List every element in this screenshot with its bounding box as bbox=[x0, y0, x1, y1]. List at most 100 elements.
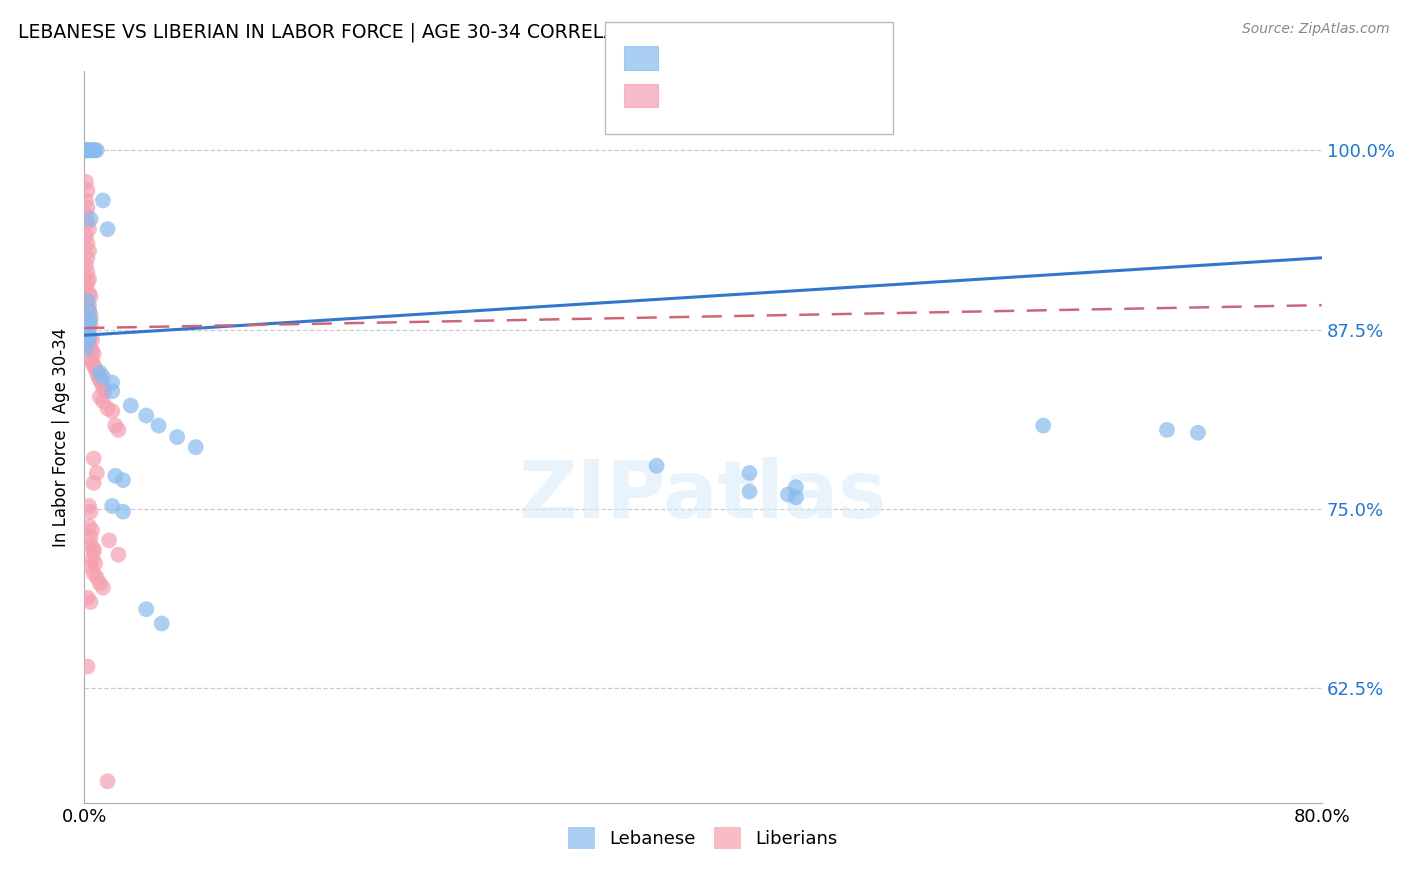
Point bbox=[83, 451, 105, 466]
Point bbox=[76, 326, 98, 340]
Point bbox=[76, 312, 98, 326]
Point bbox=[76, 301, 98, 315]
Point bbox=[96, 222, 118, 236]
Point bbox=[785, 480, 807, 494]
Point bbox=[77, 329, 100, 343]
Point bbox=[76, 591, 98, 605]
Point bbox=[79, 143, 101, 157]
Point bbox=[91, 194, 114, 208]
Point bbox=[82, 355, 104, 369]
Point bbox=[112, 473, 135, 487]
Text: R = 0.064   N = 30: R = 0.064 N = 30 bbox=[665, 49, 835, 67]
Point bbox=[148, 418, 170, 433]
Point bbox=[75, 143, 97, 157]
Point bbox=[79, 351, 101, 366]
Point bbox=[83, 347, 105, 361]
Point bbox=[75, 341, 97, 355]
Point bbox=[77, 336, 100, 351]
Point bbox=[75, 143, 97, 157]
Point bbox=[86, 366, 108, 380]
Point bbox=[89, 366, 111, 380]
Point bbox=[76, 322, 98, 336]
Point bbox=[738, 484, 761, 499]
Point bbox=[77, 222, 100, 236]
Point bbox=[79, 505, 101, 519]
Point bbox=[84, 361, 107, 376]
Point bbox=[91, 380, 114, 394]
Point bbox=[82, 524, 104, 538]
Point bbox=[79, 308, 101, 322]
Point bbox=[101, 404, 124, 418]
Point bbox=[75, 279, 97, 293]
Point bbox=[76, 201, 98, 215]
Point bbox=[104, 418, 127, 433]
Point bbox=[77, 499, 100, 513]
Point bbox=[77, 326, 100, 341]
Y-axis label: In Labor Force | Age 30-34: In Labor Force | Age 30-34 bbox=[52, 327, 70, 547]
Point bbox=[86, 466, 108, 480]
Point bbox=[79, 538, 101, 552]
Point bbox=[79, 559, 101, 574]
Point bbox=[785, 491, 807, 505]
Point bbox=[83, 545, 105, 559]
Point bbox=[107, 423, 129, 437]
Point bbox=[76, 265, 98, 279]
Point bbox=[79, 341, 101, 355]
Point bbox=[77, 298, 100, 312]
Point bbox=[83, 566, 105, 581]
Point bbox=[101, 499, 124, 513]
Point bbox=[77, 304, 100, 318]
Point bbox=[91, 581, 114, 595]
Point bbox=[104, 468, 127, 483]
Point bbox=[75, 194, 97, 208]
Point bbox=[75, 208, 97, 222]
Point bbox=[79, 329, 101, 343]
Point bbox=[776, 487, 799, 501]
Point bbox=[79, 312, 101, 326]
Point bbox=[82, 552, 104, 566]
Point bbox=[79, 595, 101, 609]
Point bbox=[120, 399, 142, 413]
Point bbox=[84, 143, 107, 157]
Point bbox=[150, 616, 173, 631]
Point bbox=[83, 143, 105, 157]
Point bbox=[83, 475, 105, 490]
Point bbox=[76, 183, 98, 197]
Point bbox=[96, 774, 118, 789]
Point bbox=[76, 275, 98, 289]
Point bbox=[645, 458, 668, 473]
Text: ZIPatlas: ZIPatlas bbox=[519, 457, 887, 534]
Point bbox=[77, 519, 100, 533]
Point bbox=[77, 272, 100, 286]
Point bbox=[79, 289, 101, 303]
Text: R = 0.009   N = 78: R = 0.009 N = 78 bbox=[665, 87, 835, 104]
Point bbox=[86, 143, 108, 157]
Point bbox=[90, 376, 112, 390]
Point bbox=[87, 369, 110, 384]
Point bbox=[77, 143, 100, 157]
Point bbox=[82, 333, 104, 347]
Point bbox=[93, 384, 115, 399]
Point bbox=[76, 317, 98, 331]
Text: LEBANESE VS LIBERIAN IN LABOR FORCE | AGE 30-34 CORRELATION CHART: LEBANESE VS LIBERIAN IN LABOR FORCE | AG… bbox=[18, 22, 731, 42]
Point bbox=[76, 293, 98, 308]
Point bbox=[75, 175, 97, 189]
Legend: Lebanese, Liberians: Lebanese, Liberians bbox=[561, 820, 845, 856]
Point bbox=[76, 334, 98, 348]
Point bbox=[184, 440, 207, 454]
Point bbox=[89, 390, 111, 404]
Point bbox=[77, 315, 100, 329]
Point bbox=[76, 143, 98, 157]
Point bbox=[166, 430, 188, 444]
Point bbox=[82, 143, 104, 157]
Point bbox=[76, 236, 98, 251]
Point bbox=[107, 548, 129, 562]
Point bbox=[77, 244, 100, 258]
Point bbox=[86, 571, 108, 585]
Point bbox=[738, 466, 761, 480]
Point bbox=[75, 258, 97, 272]
Point bbox=[96, 401, 118, 416]
Point bbox=[75, 229, 97, 244]
Point bbox=[1187, 425, 1209, 440]
Point bbox=[89, 373, 111, 387]
